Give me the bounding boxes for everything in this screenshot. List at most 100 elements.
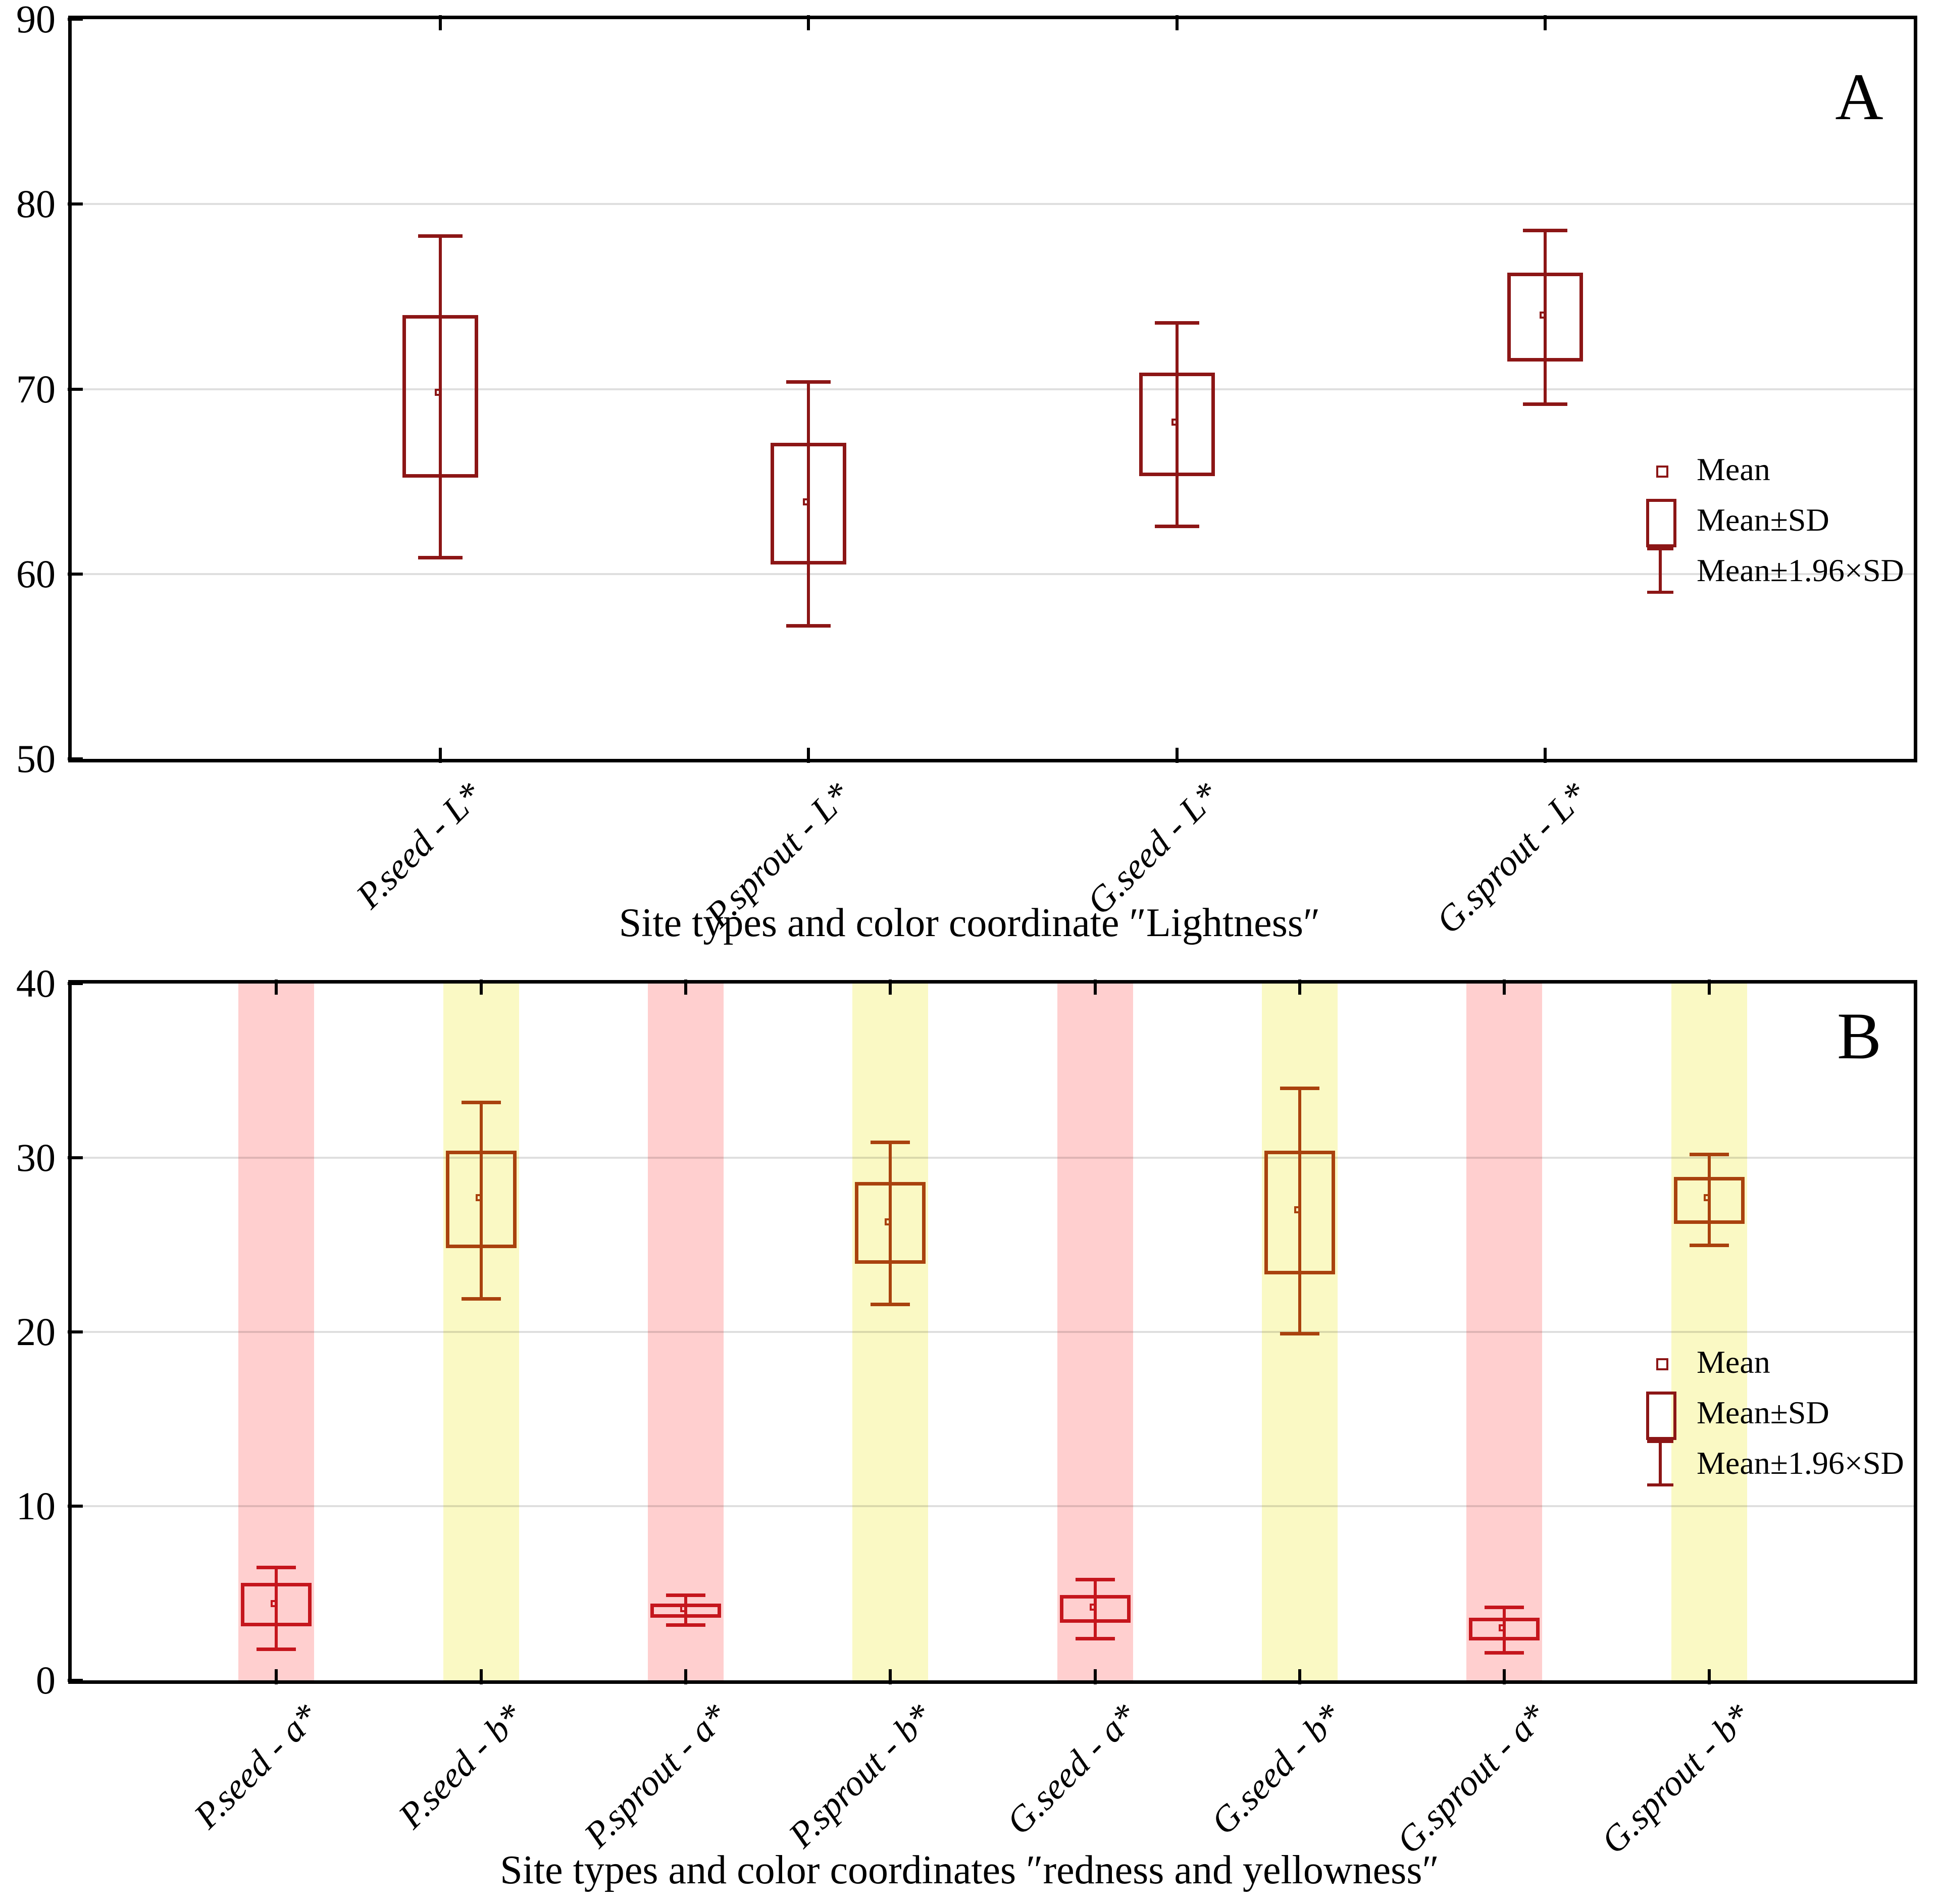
x-axis-tick-label: G.seed - a* [998,1696,1145,1842]
mean-sd-box [1264,1151,1335,1275]
y-tick [68,18,83,21]
x-axis-tick-label: G.sprout - b* [1593,1696,1759,1862]
x-tick-bottom [684,1669,687,1684]
whisker-cap-top [1280,1087,1319,1090]
x-tick-top [889,980,892,995]
legend-label-mean: Mean [1697,1344,1770,1380]
whisker-cap-top [418,234,463,238]
y-axis-tick-label: 90 [16,0,56,41]
y-tick [68,572,83,576]
legend-whisker-cap-bottom [1647,591,1673,594]
x-axis-tick-label: P.seed - a* [186,1696,326,1836]
mean-sd-box [1469,1617,1540,1640]
legend-mean-marker-icon-shape [1656,1358,1668,1370]
whisker-cap-top [1154,321,1199,325]
gridline-y-60 [72,573,1914,575]
gridline-y-10 [72,1505,1914,1507]
x-tick-top [1175,15,1179,30]
y-axis-tick-label: 70 [16,367,56,411]
panel-letter-B: B [1836,999,1882,1073]
mean-sd-box [1139,372,1215,476]
x-tick-top [438,15,442,30]
gridline-y-80 [72,203,1914,205]
whisker-cap-top [461,1100,501,1104]
y-axis-tick-label: 30 [16,1136,56,1179]
y-tick [68,1330,83,1333]
legend-mean-marker-icon [1630,444,1691,495]
y-axis-tick-label: 40 [16,961,56,1005]
legend-sd-box-icon-shape [1646,499,1676,547]
whisker-line [438,235,442,557]
legend-item-sd: Mean±SD [1630,495,1939,547]
x-tick-top [1544,15,1547,30]
mean-point [1089,1603,1097,1611]
y-axis-tick-label: 60 [16,551,56,596]
mean-point [803,498,810,505]
x-tick-top [1093,980,1097,995]
y-tick [68,982,83,985]
whisker-cap-bottom [1075,1637,1115,1641]
redness-band [648,984,724,1680]
y-tick [68,757,83,760]
gridline-y-70 [72,388,1914,390]
legend-whisker-line [1659,547,1662,594]
mean-sd-box [445,1151,517,1249]
yellowness-band [852,984,929,1680]
mean-point [1703,1194,1711,1201]
whisker-cap-top [786,380,831,384]
y-tick [68,1505,83,1508]
whisker-cap-bottom [1523,402,1568,406]
mean-point [1294,1206,1301,1213]
mean-sd-box [241,1582,312,1627]
legend-label-sd: Mean±SD [1697,1395,1829,1430]
mean-sd-box [1673,1176,1745,1224]
whisker-cap-bottom [1280,1332,1319,1336]
mean-sd-box [1507,272,1584,362]
mean-sd-box [1059,1594,1131,1623]
x-axis-tick-label: G.seed - b* [1203,1696,1350,1842]
whisker-cap-bottom [1485,1651,1524,1655]
y-axis-tick-label: 20 [16,1310,56,1354]
legend-whisker-cap-bottom [1647,1483,1673,1486]
x-axis-title: Site types and color coordinate ″Lightne… [619,901,1320,945]
y-tick [68,1679,83,1682]
whisker-line [275,1567,278,1649]
legend-mean-marker-icon [1630,1337,1691,1387]
mean-point [271,1600,278,1607]
x-tick-bottom [1175,748,1179,763]
x-tick-top [479,980,483,995]
y-axis-tick-label: 0 [36,1658,56,1702]
y-tick [68,202,83,206]
mean-sd-box [771,442,847,565]
x-tick-bottom [807,748,810,763]
mean-point [1171,419,1179,426]
mean-point [885,1218,892,1226]
whisker-cap-top [1485,1606,1524,1610]
mean-point [475,1194,483,1201]
x-axis-title: Site types and color coordinates ″rednes… [500,1848,1439,1892]
legend-whisker-icon [1630,1438,1691,1488]
whisker-cap-top [666,1593,705,1597]
x-tick-bottom [1544,748,1547,763]
x-axis-tick-label: P.seed - L* [348,775,490,916]
x-tick-bottom [1298,1669,1301,1684]
mean-point [1540,311,1547,319]
whisker-cap-bottom [461,1297,501,1301]
legend-whisker-cap-top [1647,547,1673,550]
mean-sd-box [855,1182,926,1264]
y-axis-tick-label: 50 [16,737,56,781]
gridline-y-30 [72,1157,1914,1159]
legend-label-sd: Mean±SD [1697,502,1829,538]
legend-label-mean: Mean [1697,451,1770,487]
yellowness-band [443,984,519,1680]
whisker-cap-bottom [1154,524,1199,528]
whisker-cap-top [1075,1577,1115,1581]
x-tick-top [1298,980,1301,995]
legend-sd-box-icon [1630,495,1691,547]
x-tick-top [275,980,278,995]
whisker-cap-bottom [871,1302,910,1306]
x-tick-top [1707,980,1711,995]
legend-whisker-icon [1630,545,1691,596]
legend-label-ci: Mean±1.96×SD [1697,1445,1904,1481]
